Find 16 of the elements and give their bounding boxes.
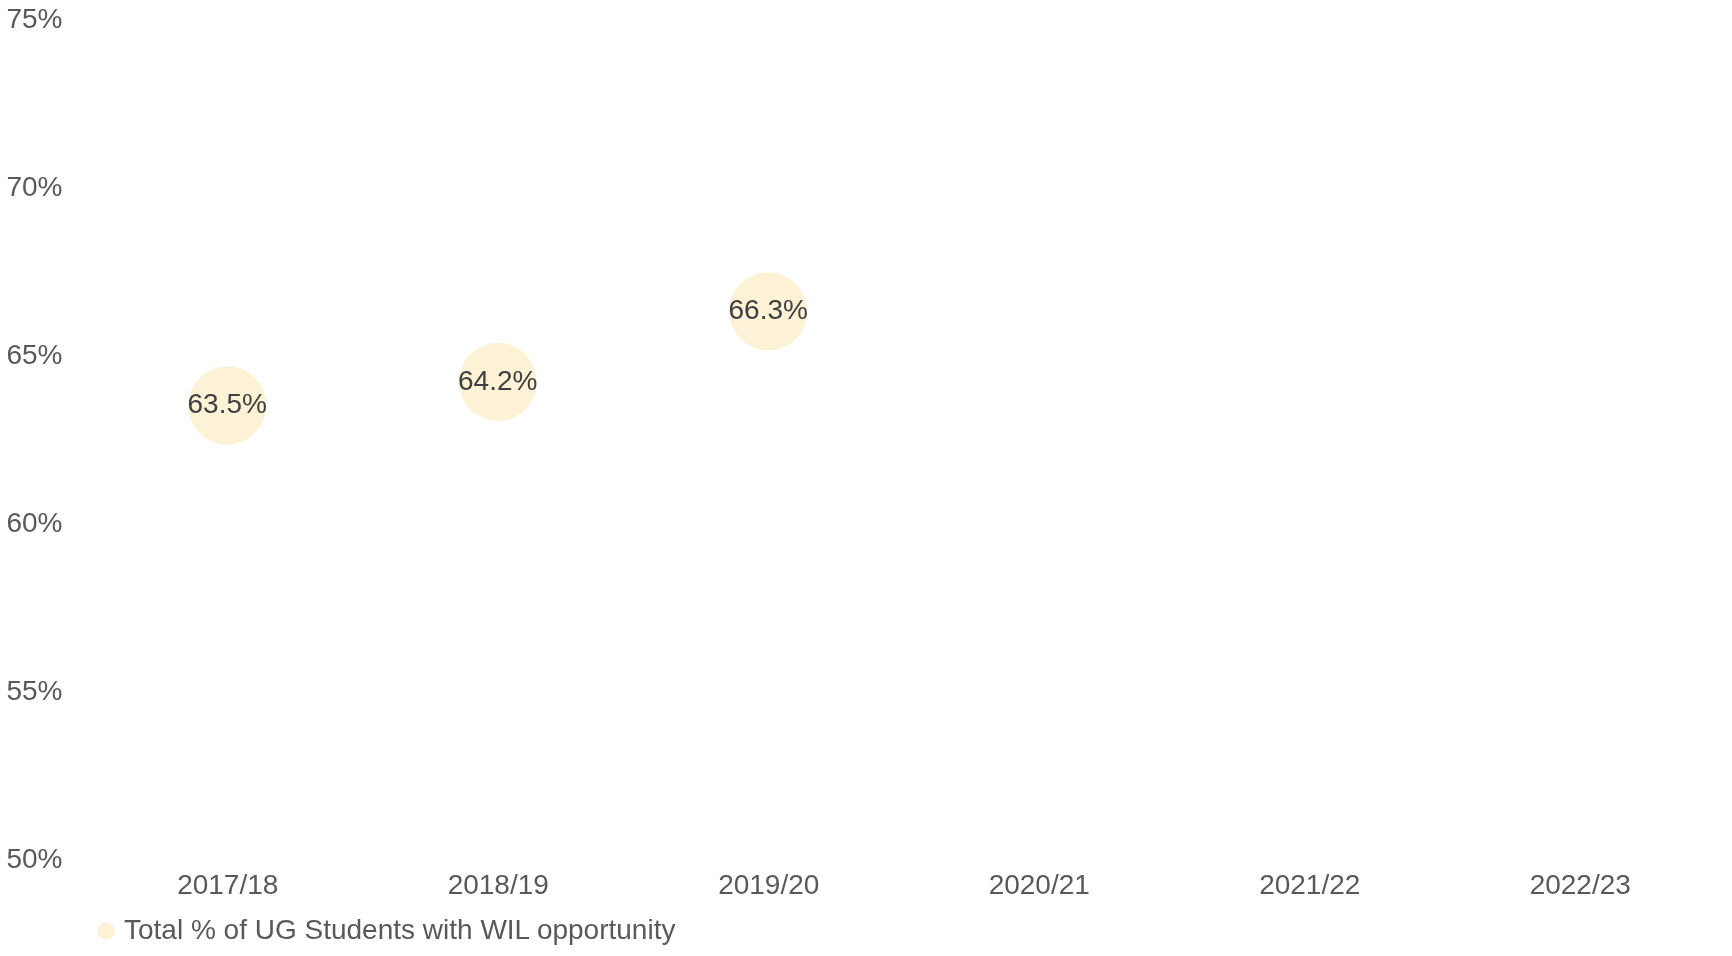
x-tick-label: 2017/18 [177, 868, 279, 900]
legend-label: Total % of UG Students with WIL opportunity [124, 914, 676, 945]
y-tick-label: 55% [6, 674, 63, 706]
x-tick-label: 2018/19 [447, 868, 549, 900]
y-tick-label: 50% [6, 842, 63, 874]
text: 64.2% [458, 364, 538, 396]
y-tick-label: 65% [6, 338, 63, 370]
x-tick-label: 2019/20 [718, 868, 820, 900]
text: 66.3% [728, 294, 808, 326]
x-tick-label: 2021/22 [1259, 868, 1361, 900]
y-tick-label: 75% [6, 2, 63, 34]
y-tick-label: 60% [6, 506, 63, 538]
text: 63.5% [187, 388, 267, 420]
y-tick-label: 70% [6, 170, 63, 202]
x-tick-label: 2020/21 [988, 868, 1090, 900]
x-tick-label: 2022/23 [1529, 868, 1631, 900]
